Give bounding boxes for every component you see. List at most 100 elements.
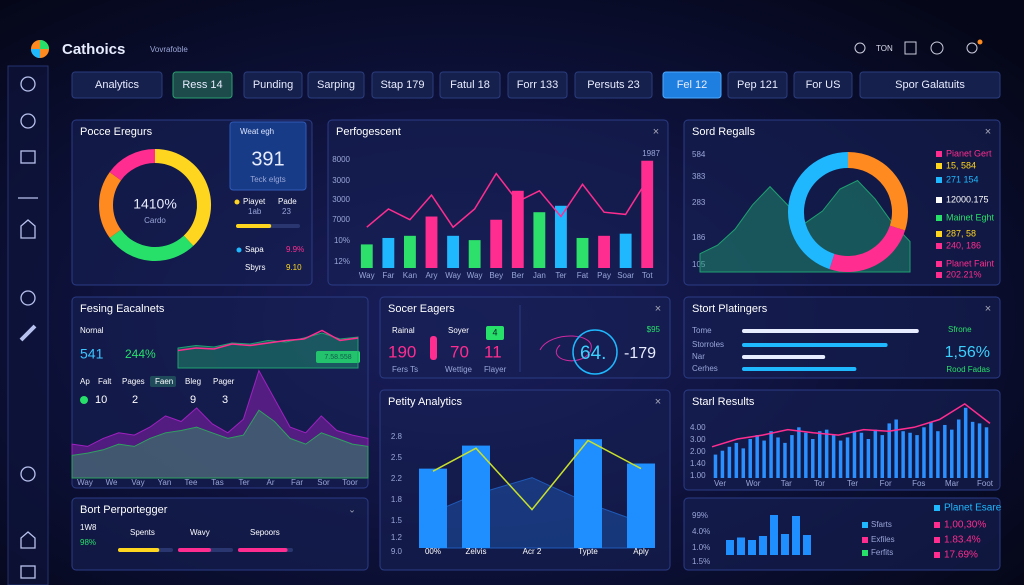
tab[interactable] <box>574 71 653 99</box>
tab-label[interactable]: Forr 133 <box>517 79 559 91</box>
label: 283 <box>692 198 706 207</box>
label: 1.0% <box>692 543 710 552</box>
stat-caption: Fers Ts <box>392 365 418 374</box>
close-button[interactable]: × <box>655 303 661 315</box>
progress-bar <box>238 548 288 552</box>
bar <box>726 540 734 555</box>
bar <box>741 448 746 478</box>
label: Ter <box>847 479 858 488</box>
filter-chip[interactable] <box>150 376 176 387</box>
close-button[interactable]: × <box>653 126 659 138</box>
row-value: 9.9% <box>286 245 304 254</box>
user-label[interactable]: TON <box>876 44 893 53</box>
bar <box>781 534 789 555</box>
label: 2 <box>132 394 138 406</box>
bar <box>792 516 800 555</box>
nav-icon[interactable] <box>20 531 36 549</box>
panel-title: Starl Results <box>692 396 755 408</box>
bar <box>901 431 905 478</box>
close-button[interactable]: × <box>655 396 661 408</box>
legend-swatch <box>936 163 942 169</box>
tab-label[interactable]: For US <box>806 79 841 91</box>
nav-icon[interactable] <box>20 150 36 164</box>
badge-text: Sfrone <box>948 325 972 334</box>
bar <box>360 244 373 268</box>
label: Way <box>467 271 483 280</box>
tab-label[interactable]: Persuts 23 <box>587 79 640 91</box>
bar <box>770 515 778 555</box>
tab[interactable] <box>793 71 853 99</box>
label: Ter <box>555 271 566 280</box>
label: Wavy <box>190 528 210 537</box>
label: Typte <box>578 547 598 556</box>
stat-card[interactable] <box>229 121 307 191</box>
nav-icon[interactable] <box>20 219 36 239</box>
notify-icon[interactable] <box>966 42 978 54</box>
progress-bar <box>178 548 211 552</box>
close-button[interactable]: × <box>985 303 991 315</box>
card-label: Weat egh <box>240 127 274 136</box>
tab[interactable] <box>71 71 163 99</box>
tab-label[interactable]: Sarping <box>317 79 355 91</box>
tab[interactable] <box>307 71 365 99</box>
nav-icon[interactable] <box>20 565 36 579</box>
tab[interactable] <box>662 71 722 99</box>
tab-label[interactable]: Punding <box>253 79 293 91</box>
legend-swatch <box>936 215 942 221</box>
stat-value: 11 <box>484 342 502 361</box>
tab-label[interactable]: Pep 121 <box>737 79 778 91</box>
bar <box>533 212 546 268</box>
label: 1,00,30% <box>944 520 986 531</box>
bar <box>929 421 933 478</box>
bar <box>776 437 780 478</box>
nav-icon[interactable] <box>20 466 36 482</box>
bar <box>831 435 836 478</box>
tab[interactable] <box>243 71 303 99</box>
tab[interactable] <box>727 71 788 99</box>
bar <box>727 446 732 478</box>
doc-icon[interactable] <box>904 41 917 55</box>
tab[interactable] <box>371 71 434 99</box>
tab-label[interactable]: Stap 179 <box>380 79 424 91</box>
tab-label[interactable]: Analytics <box>95 79 140 91</box>
bar <box>970 421 975 478</box>
label: Wor <box>746 479 761 488</box>
label: 3.00 <box>690 435 706 444</box>
label: Bey <box>489 271 503 280</box>
tab[interactable] <box>507 71 568 99</box>
close-button[interactable]: × <box>985 126 991 138</box>
donut-segment <box>109 149 156 181</box>
legend-swatch <box>936 261 942 267</box>
collapse-button[interactable]: ⌄ <box>348 504 356 514</box>
legend-text: 1ab <box>248 207 262 216</box>
label: Sor <box>317 478 330 487</box>
nav-icon[interactable] <box>20 76 36 92</box>
nav-icon[interactable] <box>20 113 36 129</box>
tab-label[interactable]: Fatul 18 <box>450 79 490 91</box>
legend-swatch <box>862 522 868 528</box>
nav-icon[interactable] <box>20 290 36 306</box>
tab[interactable] <box>859 71 1001 99</box>
bar <box>619 233 632 268</box>
panel <box>379 296 671 379</box>
tab[interactable] <box>172 71 233 99</box>
bar <box>803 535 811 555</box>
ball-icon[interactable] <box>930 41 944 55</box>
bar <box>894 419 898 478</box>
bar <box>984 427 989 478</box>
legend-swatch <box>936 151 942 157</box>
label: Yan <box>158 478 172 487</box>
tab-label[interactable]: Fel 12 <box>677 79 708 91</box>
tab[interactable] <box>439 71 501 99</box>
stat-label: Rainal <box>392 326 415 335</box>
bar <box>737 537 745 555</box>
legend-text: 271 154 <box>946 174 979 184</box>
stat-label: Soyer <box>448 326 469 335</box>
label: Ar <box>267 478 275 487</box>
search-icon[interactable] <box>854 42 866 54</box>
stat-caption: Rood Fadas <box>946 365 990 374</box>
stat-value: 244% <box>125 347 156 361</box>
nav-icon[interactable] <box>19 324 37 342</box>
tab-label[interactable]: Spor Galatuits <box>895 79 965 91</box>
tab-label[interactable]: Ress 14 <box>182 79 222 91</box>
